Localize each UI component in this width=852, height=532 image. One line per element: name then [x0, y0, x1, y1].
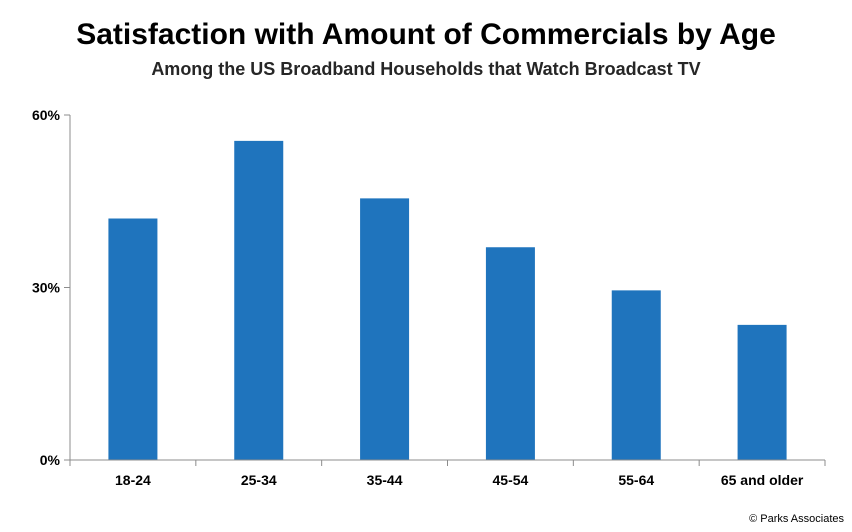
- bar-65-and-older: [737, 324, 787, 460]
- y-tick-label: 0%: [40, 452, 61, 468]
- chart-subtitle: Among the US Broadband Households that W…: [151, 59, 701, 79]
- y-tick-label: 30%: [32, 280, 61, 296]
- bar-25-34: [234, 140, 284, 460]
- x-axis: 18-24 25-34 35-44 45-54 55-64 65 and older: [69, 459, 826, 488]
- x-tick-label: 25-34: [241, 472, 277, 488]
- bar-45-54: [485, 247, 535, 460]
- x-tick-label: 65 and older: [721, 472, 804, 488]
- y-axis: 0% 30% 60%: [32, 107, 71, 468]
- chart-title: Satisfaction with Amount of Commercials …: [76, 18, 776, 51]
- source-credit: © Parks Associates: [749, 513, 844, 525]
- bar-55-64: [611, 290, 661, 460]
- x-tick-label: 45-54: [493, 472, 529, 488]
- x-tick-label: 18-24: [115, 472, 151, 488]
- bar-35-44: [360, 198, 410, 460]
- y-tick-label: 60%: [32, 107, 61, 123]
- bar-18-24: [108, 218, 158, 460]
- x-tick-label: 55-64: [618, 472, 654, 488]
- bars: [108, 140, 787, 460]
- x-tick-label: 35-44: [367, 472, 403, 488]
